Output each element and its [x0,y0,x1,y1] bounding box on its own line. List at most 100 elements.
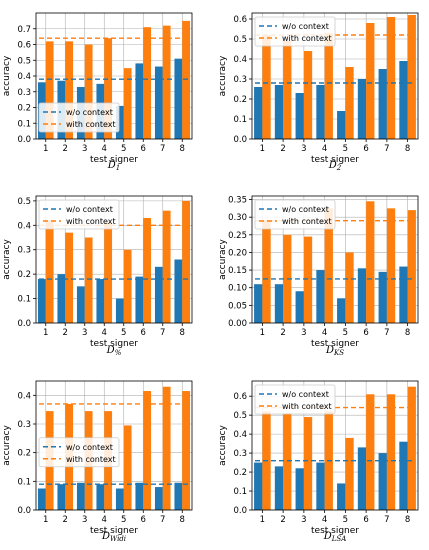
x-tick-label: 3 [301,515,306,525]
legend: w/o context with context [254,199,336,230]
bar-with-context [123,68,132,139]
x-tick-label: 2 [63,515,68,525]
panel-caption: D% [106,345,122,357]
bar-without-context [316,85,325,139]
x-tick-label: 6 [363,515,368,525]
x-tick-label: 4 [322,144,327,154]
y-tick-label: 0.0 [233,506,247,516]
x-tick-label: 3 [301,144,306,154]
y-tick-label: 0.1 [17,477,31,487]
bar-without-context [378,453,387,510]
x-tick-label: 4 [102,144,107,154]
y-axis-label: accuracy [2,55,12,96]
panel-caption: DLSA [323,531,347,543]
legend: w/o context with context [38,102,120,133]
bar-with-context [84,237,93,323]
y-tick-label: 0.25 [228,231,247,241]
legend-label: w/o context [66,108,113,117]
y-tick-label: 0.7 [17,25,31,35]
x-tick-label: 6 [141,144,146,154]
x-tick-label: 6 [141,515,146,525]
x-tick-label: 1 [260,144,265,154]
bar-with-context [182,20,191,139]
legend-label: w/o context [282,22,329,31]
x-tick-label: 2 [63,144,68,154]
bar-with-context [262,35,271,139]
panel-caption: D1 [107,160,121,172]
bar-with-context [366,394,375,510]
y-tick-label: 0.6 [17,41,31,51]
x-tick-label: 7 [384,144,389,154]
bar-without-context [37,488,46,510]
bar-with-context [366,23,375,139]
y-tick-label: 0.2 [233,95,247,105]
bar-with-context [386,208,396,323]
chart-panel-5: 0.0 0.1 0.2 0.3 0.4 1 2 3 4 5 6 7 8 w/o context with c… [2,380,193,543]
plot-frame [35,195,193,324]
bar-with-context [283,413,292,510]
x-tick-label: 7 [384,328,389,338]
legend-box [254,384,336,415]
legend-label: with context [282,402,332,411]
bar-without-context [254,462,263,510]
bar-without-context [357,447,367,510]
y-tick-label: 0.5 [233,411,247,421]
bar-without-context [154,66,163,139]
x-tick-label: 3 [301,328,306,338]
bar-without-context [57,274,66,323]
bar-with-context [143,27,152,139]
chart-panel-2: 0.0 0.1 0.2 0.3 0.4 0.5 0.6 1 2 3 4 5 6 7 8 w/o context… [218,12,419,172]
y-tick-label: 0.1 [233,487,247,497]
legend-label: with context [282,217,332,226]
x-tick-label: 5 [121,515,126,525]
legend: w/o context with context [38,437,120,468]
y-tick-label: 0.4 [233,430,247,440]
y-tick-label: 0.6 [233,15,247,25]
x-axis-label: test signer [90,339,138,349]
bar-without-context [399,61,408,139]
y-tick-label: 0.3 [17,420,31,430]
y-tick-label: 0.6 [233,392,247,402]
x-tick-label: 5 [121,328,126,338]
y-tick-label: 0.1 [17,119,31,129]
panel-caption: DWidi [101,531,126,543]
y-tick-label: 0.3 [233,449,247,459]
y-tick-label: 0.35 [228,196,247,206]
legend-box [38,102,120,133]
x-tick-label: 8 [405,328,410,338]
x-tick-label: 2 [280,515,285,525]
bar-with-context [104,222,113,323]
y-tick-label: 0.15 [228,266,247,276]
x-tick-label: 8 [180,328,185,338]
bar-without-context [57,484,66,510]
y-tick-label: 0.05 [228,301,247,311]
x-tick-label: 8 [180,144,185,154]
legend-box [38,437,120,468]
x-tick-label: 3 [82,328,87,338]
chart-panel-6: 0.0 0.1 0.2 0.3 0.4 0.5 0.6 1 2 3 4 5 6 7 8 w/o context… [218,380,419,543]
y-tick-label: 0.4 [17,391,31,401]
bar-with-context [303,236,313,323]
bar-without-context [378,271,387,323]
x-tick-label: 8 [405,515,410,525]
y-tick-label: 0.0 [17,135,31,145]
bar-with-context [162,386,171,510]
x-tick-label: 4 [102,328,107,338]
x-tick-label: 7 [160,515,165,525]
y-axis-label: accuracy [218,55,228,96]
y-tick-label: 0.2 [17,270,31,280]
y-tick-label: 0.3 [17,88,31,98]
bar-without-context [357,268,367,323]
y-tick-label: 0.0 [233,135,247,145]
x-axis-label: test signer [311,526,359,536]
chart-panel-3: 0.0 0.1 0.2 0.3 0.4 0.5 1 2 3 4 5 6 7 8 w/o context wit… [2,195,193,357]
x-tick-label: 1 [43,328,48,338]
plot-frame [251,12,419,140]
legend-box [254,16,336,47]
bar-with-context [324,208,333,323]
bar-with-context [345,437,354,510]
bar-with-context [386,17,396,139]
y-axis-label: accuracy [2,425,12,466]
legend-label: with context [66,120,116,129]
x-tick-label: 7 [384,515,389,525]
